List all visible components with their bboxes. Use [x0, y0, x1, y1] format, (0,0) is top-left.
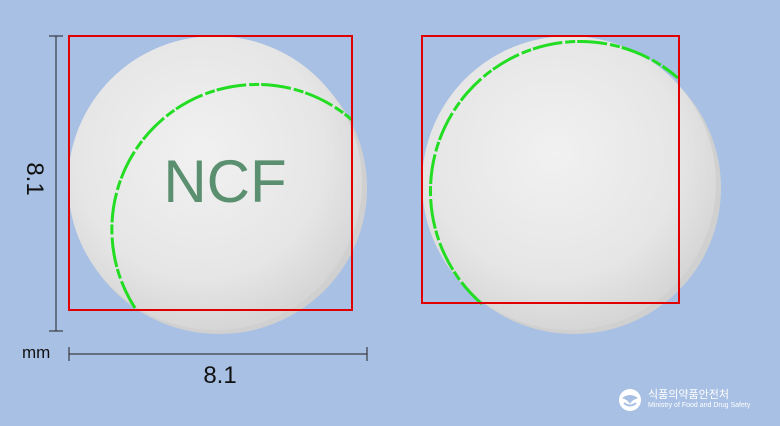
pill-front-edge-highlight: [110, 83, 353, 309]
brand-korean-name: 식품의약품안전처: [648, 388, 729, 401]
unit-label: mm: [22, 343, 51, 362]
pill-back-view: [421, 35, 721, 334]
mfds-logo-icon: [619, 389, 641, 411]
vertical-dimension-line: [49, 35, 63, 332]
horizontal-dimension-line: [68, 347, 368, 361]
pill-front-view: [68, 35, 367, 334]
width-dimension-label: 8.1: [203, 362, 237, 389]
pill-back-body: [422, 36, 716, 330]
pill-back-bounding-box: [421, 35, 680, 304]
brand-english-name: Ministry of Food and Drug Safety: [648, 402, 751, 409]
pill-imprint-text: NCF: [163, 148, 287, 215]
pill-front-body: [68, 36, 362, 330]
pill-back-edge-highlight: [428, 39, 679, 306]
height-dimension-label: 8.1: [21, 162, 48, 196]
pill-front-bounding-box: [68, 35, 353, 311]
mfds-branding: 식품의약품안전처 Ministry of Food and Drug Safet…: [616, 386, 776, 416]
